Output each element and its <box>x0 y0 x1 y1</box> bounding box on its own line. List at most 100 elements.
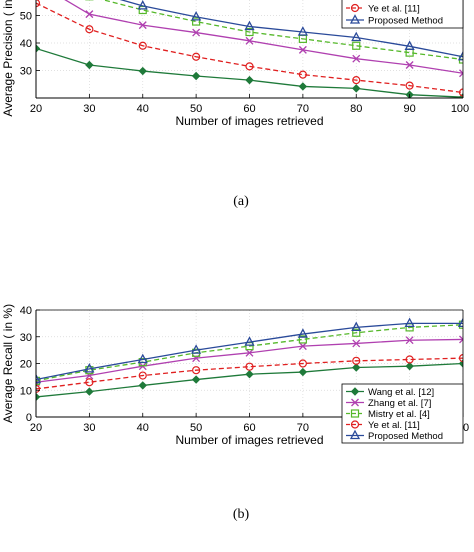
chart-1-xtick-label-6: 80 <box>350 103 362 115</box>
chart-2-series-3-point-7 <box>352 328 361 337</box>
chart-1-series-5-point-9 <box>457 50 463 61</box>
chart-2: 2030405060708090100010203040Number of im… <box>1 304 469 522</box>
chart-2-series-4-point-3 <box>138 371 147 380</box>
chart-1-series-4-line <box>36 2 463 94</box>
chart-2-series-2-point-8-stroke2 <box>405 336 414 345</box>
chart-2-series-1 <box>36 359 463 402</box>
chart-1-series-4-point-4 <box>192 52 201 61</box>
chart-1-series-3-point-5 <box>245 27 254 37</box>
chart-2-series-4-point-9 <box>458 354 463 363</box>
chart-1-series-2-point-2 <box>85 10 94 19</box>
chart-1-series-5-point-7 <box>351 31 362 42</box>
chart-2-series-2-point-6-stroke2 <box>298 342 307 351</box>
chart-1-series-2-point-3 <box>138 21 147 30</box>
chart-1-series-3-line <box>101 0 463 61</box>
chart-2-ytick-label-0: 0 <box>26 412 32 424</box>
chart-1-y-axis-label: Average Precision ( in %) <box>1 0 15 117</box>
chart-1-legend-marker-1 <box>350 3 360 13</box>
chart-2-series-1-point-5 <box>245 369 254 379</box>
chart-2-ytick-label-1: 10 <box>20 385 32 397</box>
chart-1-series-4-point-7 <box>352 76 361 85</box>
chart-2-legend-entry-3: Mistry et al. [4] <box>346 409 430 420</box>
chart-1-series-2-point-7 <box>352 54 361 63</box>
chart-1-series-4-point-1 <box>36 0 41 8</box>
chart-1-xtick-label-1: 30 <box>83 103 95 115</box>
chart-1-series-5-point-4 <box>191 10 202 21</box>
chart-1-series-2 <box>64 0 463 78</box>
chart-2-legend-label-1: Wang et al. [12] <box>368 387 434 398</box>
chart-1-series-5-point-5 <box>244 20 255 31</box>
chart-1-series-4-point-9 <box>458 88 463 97</box>
chart-1-legend: Ye et al. [11]Proposed Method <box>341 0 464 29</box>
chart-2-xtick-label-0: 20 <box>30 422 42 434</box>
chart-2-legend-entry-5: Proposed Method <box>346 429 443 442</box>
chart-2-series-3-point-6 <box>298 335 307 344</box>
chart-2-series-4-point-8 <box>405 355 414 364</box>
chart-1-series-2-point-3-stroke2 <box>138 21 147 30</box>
chart-1-series-4-point-8 <box>405 81 414 90</box>
chart-1-xtick-label-5: 70 <box>297 103 309 115</box>
chart-1-series-5-point-6 <box>297 26 308 36</box>
chart-2-series-4-point-4 <box>192 366 201 375</box>
chart-2-series-1-point-4 <box>191 375 201 384</box>
chart-1-series-1-point-3 <box>138 66 147 76</box>
chart-1-series-2-point-5 <box>245 36 254 45</box>
chart-2-series-2-point-7 <box>352 339 361 348</box>
chart-1-series-2-point-4 <box>192 28 201 37</box>
chart-2-legend-entry-4: Ye et al. [11] <box>346 420 420 431</box>
chart-1-series-2-point-8 <box>405 61 414 69</box>
chart-2-series-2-point-9-stroke2 <box>459 338 463 344</box>
chart-2-series-1-point-7 <box>352 363 361 372</box>
chart-1-series-5-point-3 <box>137 0 148 10</box>
chart-1-series-3-point-4 <box>192 17 201 26</box>
chart-1-x-axis-label: Number of images retrieved <box>175 114 323 128</box>
chart-1-series-5 <box>119 0 463 61</box>
chart-2-legend-box <box>341 383 464 444</box>
chart-2-ytick-label-4: 40 <box>20 305 32 317</box>
chart-1-xtick-label-4: 60 <box>243 103 255 115</box>
chart-1-legend-entry-1: Ye et al. [11] <box>346 4 420 15</box>
chart-2-xtick-label-5: 70 <box>297 422 309 434</box>
chart-2-series-2-point-6 <box>298 342 307 351</box>
chart-2-series-5-point-2 <box>84 362 95 373</box>
chart-1-series-1-point-6 <box>298 82 308 91</box>
chart-2-series-2-point-5 <box>245 348 254 357</box>
chart-2-ytick-label-3: 30 <box>20 332 32 344</box>
chart-1-ytick-label-2: 50 <box>20 11 32 23</box>
chart-2-series-1-point-3 <box>138 381 147 390</box>
chart-2-series-5-point-6 <box>297 328 308 338</box>
chart-1-series-1-point-2 <box>85 60 94 70</box>
chart-2-series-1-point-6 <box>298 367 308 377</box>
chart-2-series-5-point-3 <box>137 353 148 364</box>
chart-2-series-2-point-9-stroke1 <box>459 335 463 341</box>
chart-1-series-2-point-7-stroke2 <box>352 54 361 63</box>
chart-1-xtick-label-0: 20 <box>30 103 42 115</box>
chart-2-legend: Wang et al. [12]Zhang et al. [7]Mistry e… <box>341 383 464 444</box>
chart-1-legend-label-2: Proposed Method <box>368 16 443 27</box>
chart-1-series-4-point-6 <box>298 70 307 79</box>
chart-2-caption: (b) <box>233 507 250 522</box>
chart-2-legend-marker-3 <box>350 409 360 418</box>
chart-1-series-4-point-2 <box>85 25 94 34</box>
chart-2-legend-marker-1 <box>350 387 360 396</box>
chart-1-series-3-point-7 <box>352 41 361 50</box>
chart-2-series-5-point-7 <box>351 321 362 332</box>
chart-2-legend-label-5: Proposed Method <box>368 431 443 442</box>
chart-1-series-4-point-5 <box>245 62 254 71</box>
chart-1-series-1 <box>36 44 463 98</box>
chart-2-series-5-point-9 <box>457 317 463 328</box>
chart-2-series-5-point-4 <box>191 344 202 354</box>
chart-2-legend-label-3: Mistry et al. [4] <box>368 409 430 420</box>
chart-2-legend-label-2: Zhang et al. [7] <box>368 398 431 409</box>
chart-1-legend-label-1: Ye et al. [11] <box>368 4 420 15</box>
chart-1-series <box>36 0 463 98</box>
chart-1-series-1-point-7 <box>352 84 361 93</box>
chart-1-series-4 <box>36 0 463 97</box>
chart-2-series <box>36 317 463 402</box>
chart-1-series-2-point-2-stroke2 <box>85 10 94 19</box>
chart-1-legend-marker-2 <box>349 14 361 24</box>
chart-2-series-2-point-5-stroke2 <box>245 348 254 357</box>
chart-2-legend-marker-2-stroke2 <box>351 398 359 407</box>
